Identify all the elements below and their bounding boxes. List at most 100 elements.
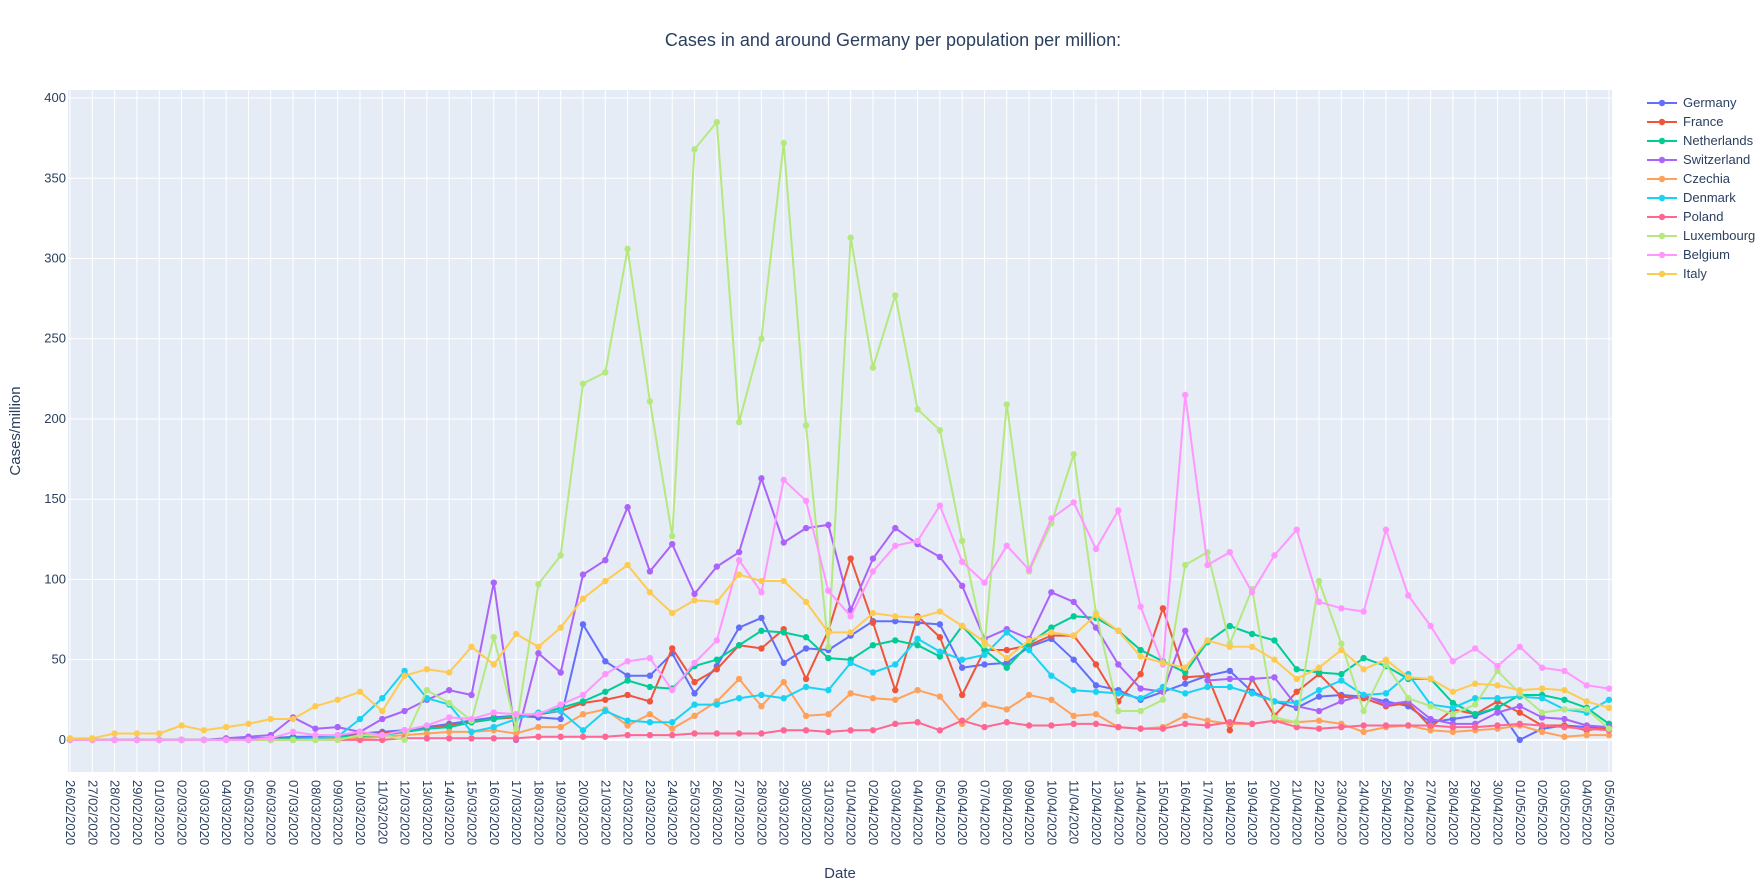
data-point-switzerland bbox=[602, 556, 609, 564]
y-tick-label: 0 bbox=[59, 732, 66, 747]
data-point-czechia bbox=[1182, 712, 1189, 720]
x-tick-label: 17/04/2020 bbox=[1201, 780, 1216, 845]
data-point-luxembourg bbox=[892, 292, 899, 299]
data-point-denmark bbox=[490, 723, 497, 731]
legend-item-poland[interactable]: Poland bbox=[1647, 209, 1723, 224]
data-point-poland bbox=[1561, 723, 1568, 731]
legend-swatch-marker bbox=[1658, 175, 1666, 183]
data-point-luxembourg bbox=[1427, 703, 1434, 710]
data-point-denmark bbox=[1025, 646, 1033, 654]
legend-item-italy[interactable]: Italy bbox=[1647, 266, 1707, 281]
data-point-france bbox=[602, 696, 609, 703]
data-point-germany bbox=[1226, 667, 1234, 675]
data-point-czechia bbox=[1538, 728, 1546, 736]
data-point-poland bbox=[535, 733, 542, 740]
data-point-belgium bbox=[1025, 566, 1033, 574]
legend[interactable]: Germany France Netherlands Switzerland Czech… bbox=[1647, 95, 1755, 281]
data-point-france bbox=[669, 645, 676, 652]
data-point-czechia bbox=[1025, 691, 1033, 699]
data-point-luxembourg bbox=[1561, 706, 1568, 713]
data-point-belgium bbox=[356, 728, 364, 736]
data-point-poland bbox=[557, 733, 564, 740]
data-point-poland bbox=[1449, 723, 1457, 731]
x-tick-label: 24/03/2020 bbox=[665, 780, 680, 845]
y-tick-label: 50 bbox=[52, 652, 66, 667]
data-point-netherlands bbox=[1248, 630, 1256, 638]
data-point-netherlands bbox=[646, 683, 654, 691]
legend-item-france[interactable]: France bbox=[1647, 114, 1723, 129]
data-point-luxembourg bbox=[646, 398, 654, 405]
data-point-luxembourg bbox=[423, 686, 431, 694]
data-point-belgium bbox=[1226, 548, 1234, 556]
data-point-luxembourg bbox=[825, 643, 832, 651]
legend-swatch-marker bbox=[1658, 137, 1666, 145]
data-point-denmark bbox=[713, 701, 721, 708]
data-point-belgium bbox=[156, 736, 163, 744]
data-point-denmark bbox=[356, 715, 364, 723]
data-point-switzerland bbox=[1427, 715, 1434, 723]
data-point-germany bbox=[1003, 659, 1010, 667]
data-point-luxembourg bbox=[1449, 711, 1457, 718]
data-point-luxembourg bbox=[1003, 401, 1010, 408]
data-point-czechia bbox=[892, 696, 899, 703]
data-point-switzerland bbox=[1115, 661, 1122, 668]
data-point-italy bbox=[1315, 664, 1323, 671]
x-tick-label: 04/04/2020 bbox=[911, 780, 926, 845]
legend-label: Luxembourg bbox=[1683, 228, 1755, 243]
legend-swatch-marker bbox=[1658, 232, 1666, 240]
data-point-denmark bbox=[669, 719, 676, 726]
data-point-italy bbox=[535, 643, 542, 651]
x-tick-label: 02/04/2020 bbox=[866, 780, 881, 845]
data-point-belgium bbox=[1315, 598, 1323, 606]
data-point-luxembourg bbox=[1182, 561, 1189, 569]
x-tick-label: 14/03/2020 bbox=[442, 780, 457, 845]
x-tick-label: 27/03/2020 bbox=[732, 780, 747, 845]
x-tick-label: 26/04/2020 bbox=[1401, 780, 1416, 845]
legend-item-germany[interactable]: Germany bbox=[1647, 95, 1737, 110]
data-point-italy bbox=[1204, 637, 1211, 644]
data-point-italy bbox=[958, 622, 966, 630]
data-point-belgium bbox=[1048, 515, 1055, 522]
data-point-italy bbox=[1226, 643, 1234, 651]
data-point-belgium bbox=[1204, 561, 1211, 569]
data-point-czechia bbox=[1315, 717, 1323, 724]
data-point-italy bbox=[334, 696, 341, 703]
data-point-poland bbox=[624, 731, 631, 739]
data-point-denmark bbox=[958, 656, 966, 663]
data-point-luxembourg bbox=[401, 736, 408, 744]
data-point-switzerland bbox=[758, 475, 765, 482]
data-point-italy bbox=[1382, 656, 1390, 663]
data-point-luxembourg bbox=[557, 552, 564, 559]
data-point-italy bbox=[1583, 698, 1590, 705]
legend-item-denmark[interactable]: Denmark bbox=[1647, 190, 1736, 205]
data-point-switzerland bbox=[1538, 714, 1546, 721]
data-point-germany bbox=[758, 614, 765, 622]
data-point-switzerland bbox=[936, 553, 944, 561]
data-point-belgium bbox=[312, 731, 319, 739]
data-point-belgium bbox=[802, 497, 810, 505]
y-axis-ticks: 0 50 100 150 200 250 300 350 400 bbox=[44, 90, 66, 747]
legend-item-switzerland[interactable]: Switzerland bbox=[1647, 152, 1750, 167]
legend-item-netherlands[interactable]: Netherlands bbox=[1647, 133, 1754, 148]
data-point-poland bbox=[445, 735, 453, 742]
data-point-belgium bbox=[914, 537, 921, 545]
x-tick-label: 28/03/2020 bbox=[754, 780, 769, 845]
data-point-italy bbox=[356, 688, 364, 695]
data-point-denmark bbox=[423, 694, 431, 702]
data-point-netherlands bbox=[1471, 711, 1479, 718]
data-point-italy bbox=[89, 735, 96, 742]
x-tick-label: 01/03/2020 bbox=[152, 780, 167, 845]
data-point-czechia bbox=[981, 701, 988, 708]
data-point-poland bbox=[1115, 723, 1122, 731]
legend-item-belgium[interactable]: Belgium bbox=[1647, 247, 1730, 262]
data-point-czechia bbox=[847, 690, 854, 697]
legend-label: Italy bbox=[1683, 266, 1707, 281]
legend-swatch-marker bbox=[1658, 194, 1666, 202]
data-point-luxembourg bbox=[1315, 577, 1323, 585]
data-point-poland bbox=[1070, 720, 1077, 728]
data-point-germany bbox=[1315, 693, 1323, 700]
data-point-luxembourg bbox=[1115, 707, 1122, 715]
legend-item-czechia[interactable]: Czechia bbox=[1647, 171, 1731, 186]
legend-item-luxembourg[interactable]: Luxembourg bbox=[1647, 228, 1755, 243]
data-point-denmark bbox=[892, 661, 899, 668]
